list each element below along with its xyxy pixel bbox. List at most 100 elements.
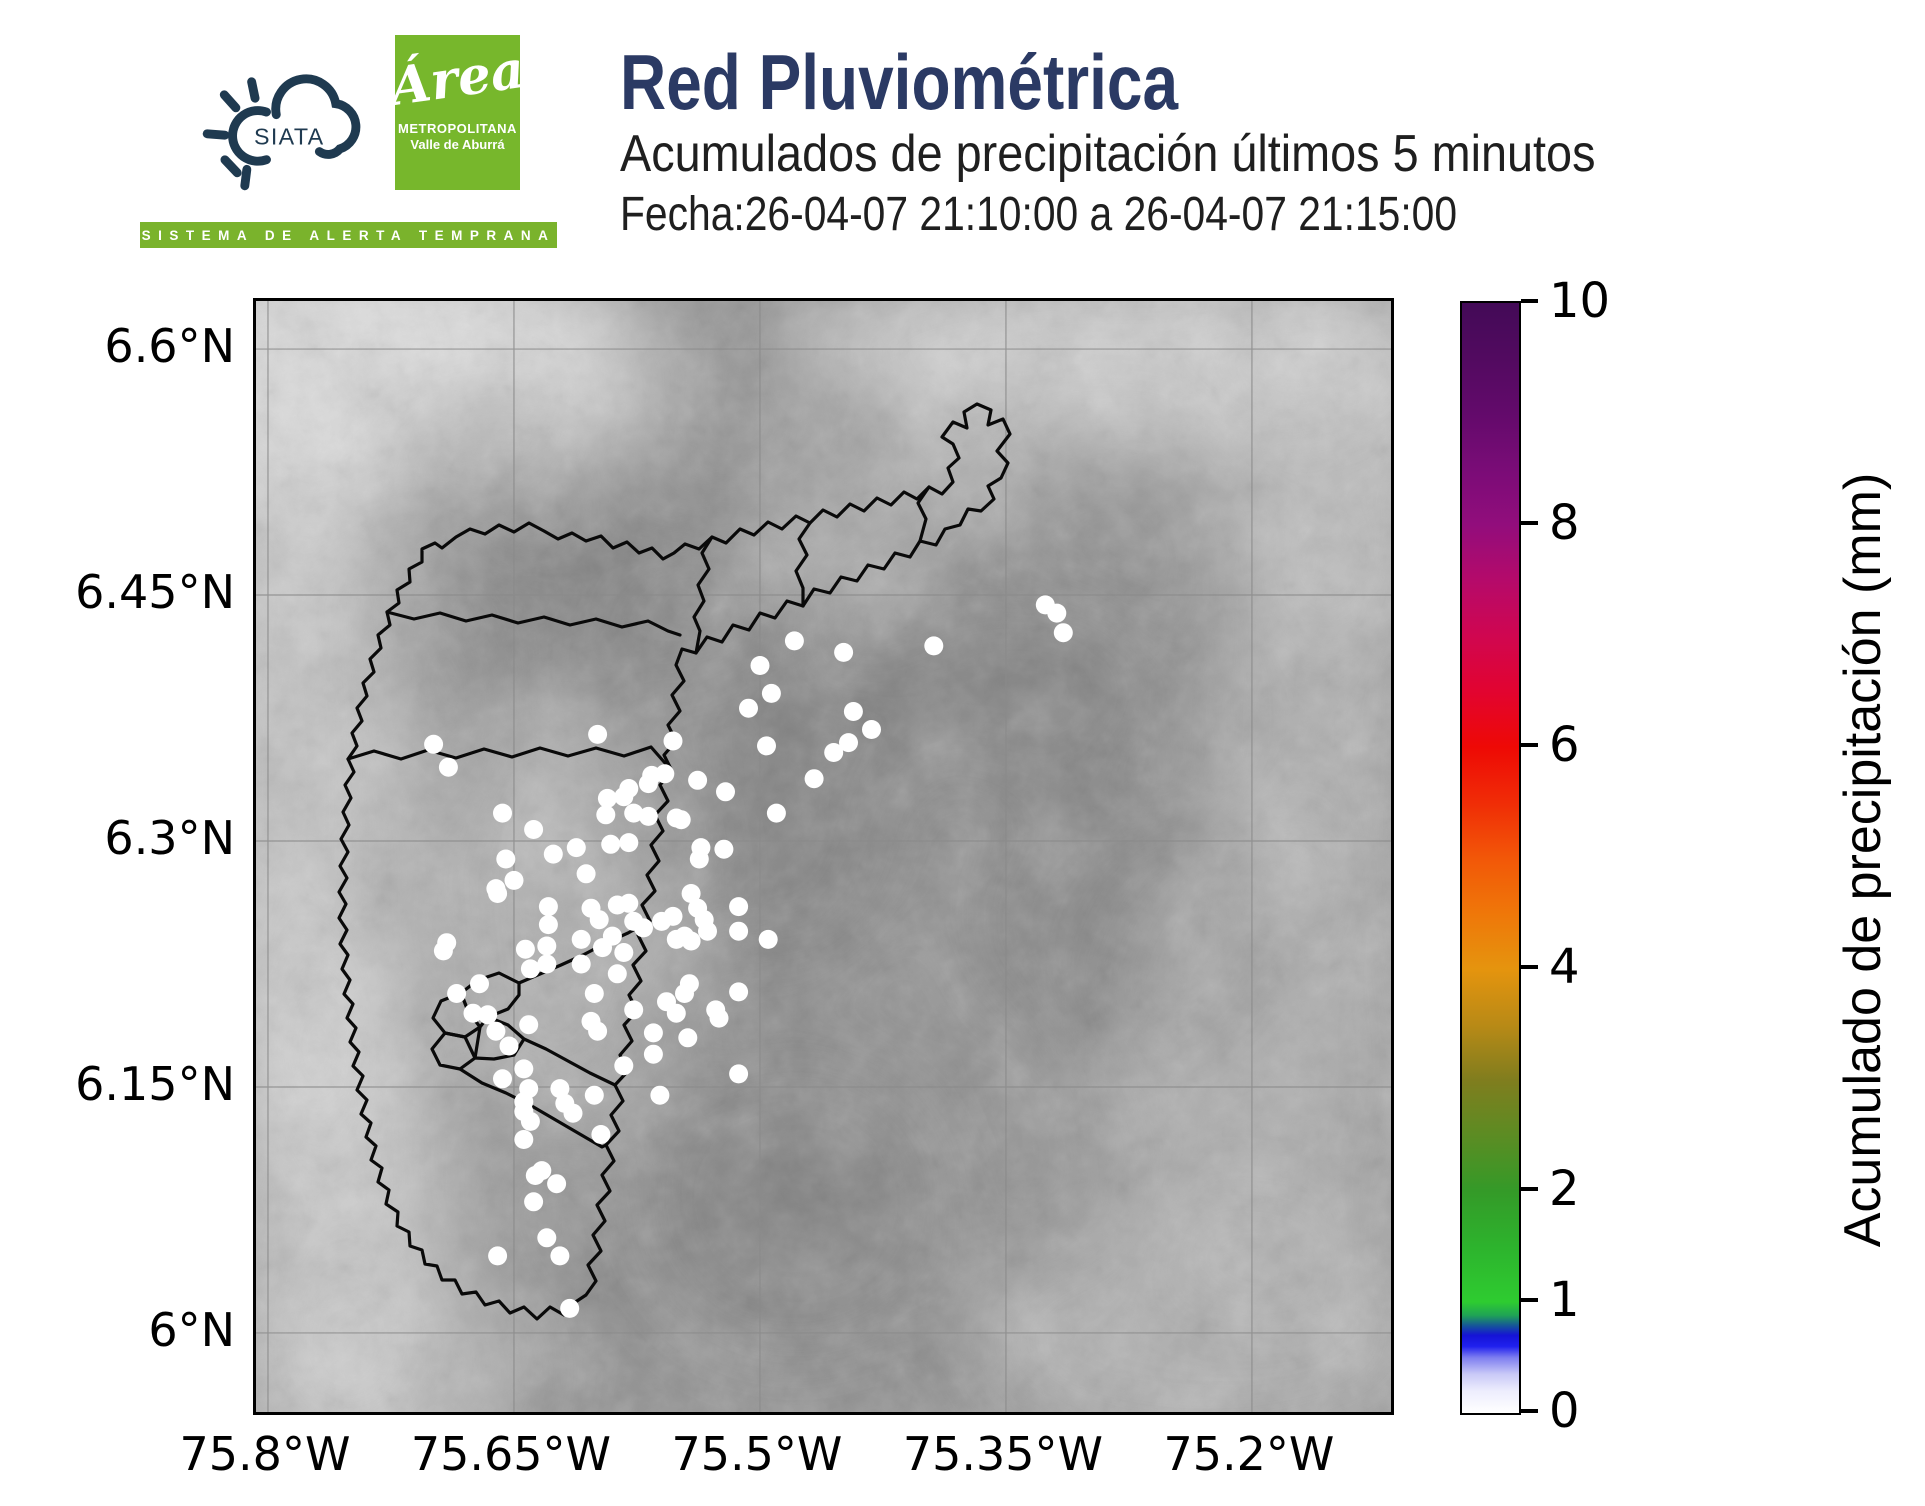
station-dot (698, 921, 717, 941)
precipitation-map (253, 298, 1394, 1415)
station-dot (520, 1111, 540, 1131)
map-canvas (256, 301, 1391, 1412)
station-dot (566, 838, 586, 858)
station-dot (675, 984, 694, 1003)
tagline-bar: SISTEMA DE ALERTA TEMPRANA (140, 222, 557, 248)
station-dot (643, 1044, 663, 1064)
station-dot (689, 849, 709, 869)
station-dot (824, 743, 844, 762)
station-dot (716, 782, 735, 802)
station-dot (488, 1246, 508, 1266)
station-dot (584, 984, 604, 1003)
amva-script-text: Área (386, 38, 529, 119)
station-dot (470, 974, 489, 994)
station-dot (739, 698, 758, 718)
station-dot (588, 1021, 608, 1041)
station-dot (547, 1174, 567, 1194)
y-tick-label: 6°N (148, 1302, 235, 1357)
station-dot (729, 1064, 749, 1084)
colorbar-tick-label: 4 (1549, 939, 1580, 995)
bello-copacabana-divider (692, 535, 714, 655)
station-dot (591, 1125, 611, 1144)
x-tick-label: 75.65°W (410, 1427, 612, 1481)
station-dot (447, 984, 467, 1003)
x-tick-label: 75.35°W (902, 1427, 1104, 1481)
caldas-north-divider (458, 1067, 608, 1149)
station-dot (504, 870, 524, 890)
station-dot (709, 1008, 729, 1028)
date-range-label: Fecha:26-04-07 21:10:00 a 26-04-07 21:15… (620, 188, 1458, 241)
station-dot (678, 1028, 698, 1048)
station-dot (634, 918, 653, 938)
station-dot (607, 964, 627, 984)
station-dot (499, 1036, 519, 1056)
station-dot (688, 770, 708, 790)
station-dot (589, 910, 609, 930)
station-dots-layer (424, 595, 1073, 1318)
station-dot (624, 803, 644, 823)
colorbar-tick-mark (1521, 1409, 1538, 1413)
station-dot (584, 1085, 604, 1105)
colorbar-tick-mark (1521, 521, 1538, 525)
station-dot (493, 1069, 512, 1089)
station-dot (571, 929, 591, 949)
station-dot (619, 893, 639, 913)
colorbar-tick-mark (1521, 1298, 1538, 1302)
station-dot (493, 803, 512, 823)
small-municipality-4 (473, 1015, 526, 1061)
station-dot (729, 921, 749, 941)
y-tick-label: 6.6°N (104, 319, 235, 374)
station-dot (515, 939, 535, 959)
cloud-icon (271, 74, 361, 159)
station-dot (550, 1079, 570, 1099)
station-dot (488, 884, 508, 903)
station-dot (681, 884, 701, 903)
station-dot (650, 1085, 670, 1105)
station-dot (538, 897, 558, 917)
station-dot (463, 1003, 483, 1023)
station-dot (624, 1000, 644, 1020)
station-dot (666, 808, 686, 828)
page-subtitle: Acumulados de precipitación últimos 5 mi… (620, 125, 1596, 183)
station-dot (663, 731, 683, 751)
station-dot (433, 941, 453, 961)
station-dot (643, 1023, 663, 1043)
station-dot (714, 839, 734, 859)
station-dot (602, 926, 622, 946)
y-tick-label: 6.45°N (75, 565, 235, 620)
station-dot (655, 764, 675, 784)
station-dot (563, 1103, 583, 1123)
station-dot (750, 656, 770, 675)
girardota-barbosa-divider (916, 485, 931, 543)
station-dot (520, 959, 540, 979)
station-dot (1053, 623, 1073, 643)
siata-logo: SIATA (202, 74, 361, 191)
station-dot (560, 1298, 580, 1318)
station-dot (438, 757, 458, 777)
station-dot (638, 806, 658, 826)
station-dot (537, 954, 557, 974)
station-dot (524, 1192, 544, 1212)
station-dot (537, 936, 557, 956)
colorbar-tick-label: 0 (1549, 1383, 1580, 1439)
colorbar-tick-mark (1521, 743, 1538, 747)
x-tick-label: 75.2°W (1163, 1427, 1335, 1481)
colorbar-tick-label: 6 (1549, 717, 1580, 773)
station-dot (681, 931, 701, 951)
station-dot (614, 787, 634, 807)
station-dot (757, 736, 776, 756)
bello-medellin-divider (346, 745, 674, 773)
station-dot (537, 1228, 557, 1248)
copacabana-girardota-divider (794, 521, 812, 608)
graticule (256, 301, 1391, 1412)
amva-logo: Área METROPOLITANA Valle de Aburrá (387, 35, 528, 190)
station-dot (597, 788, 617, 808)
station-dot (804, 769, 824, 789)
station-dot (1047, 603, 1067, 623)
station-dot (532, 1161, 552, 1181)
colorbar-tick-mark (1521, 965, 1538, 969)
station-dot (619, 833, 639, 853)
station-dot (862, 720, 881, 739)
station-dot (571, 954, 591, 974)
station-dot (758, 929, 778, 949)
